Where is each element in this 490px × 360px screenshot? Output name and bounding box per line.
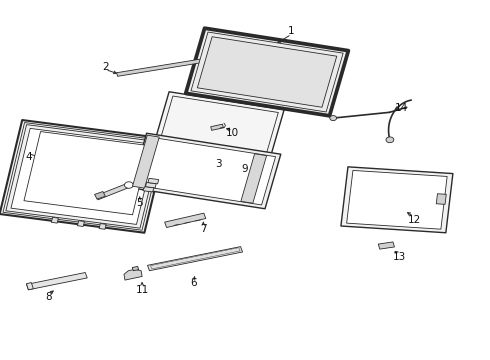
Polygon shape (378, 242, 394, 249)
Text: 4: 4 (25, 152, 32, 162)
Polygon shape (165, 213, 206, 228)
Text: 11: 11 (135, 285, 149, 295)
Polygon shape (186, 28, 348, 116)
Polygon shape (132, 135, 159, 188)
Polygon shape (6, 125, 161, 228)
Text: 9: 9 (242, 164, 248, 174)
Text: 8: 8 (46, 292, 52, 302)
Polygon shape (3, 122, 164, 230)
Polygon shape (0, 120, 167, 233)
Circle shape (386, 137, 394, 143)
Text: 3: 3 (215, 159, 221, 169)
Circle shape (124, 182, 133, 188)
Polygon shape (191, 32, 343, 112)
Polygon shape (51, 217, 58, 223)
Polygon shape (131, 133, 281, 209)
Polygon shape (152, 92, 284, 169)
Text: 12: 12 (407, 215, 421, 225)
Polygon shape (99, 224, 106, 229)
Polygon shape (148, 178, 159, 184)
Polygon shape (136, 137, 275, 205)
Polygon shape (11, 129, 156, 224)
Polygon shape (150, 248, 240, 269)
Text: 14: 14 (395, 103, 409, 113)
Polygon shape (26, 273, 87, 290)
Polygon shape (341, 167, 453, 233)
Polygon shape (158, 96, 278, 165)
Polygon shape (95, 192, 105, 199)
Text: 5: 5 (136, 198, 143, 208)
Polygon shape (147, 247, 243, 271)
Polygon shape (97, 183, 130, 200)
Text: 10: 10 (226, 128, 239, 138)
Polygon shape (146, 183, 156, 188)
Text: 1: 1 (288, 26, 295, 36)
Polygon shape (211, 124, 223, 130)
Text: 13: 13 (392, 252, 406, 262)
Polygon shape (436, 194, 446, 204)
Polygon shape (241, 154, 267, 203)
Circle shape (330, 116, 337, 121)
Polygon shape (77, 221, 84, 226)
Polygon shape (124, 269, 142, 280)
Polygon shape (132, 266, 139, 271)
Polygon shape (197, 37, 337, 107)
Polygon shape (24, 131, 149, 215)
Polygon shape (346, 170, 447, 229)
Polygon shape (117, 58, 211, 76)
Polygon shape (143, 186, 154, 192)
Text: 2: 2 (102, 62, 109, 72)
Polygon shape (26, 283, 33, 290)
Text: 6: 6 (190, 278, 197, 288)
Text: 7: 7 (200, 224, 207, 234)
